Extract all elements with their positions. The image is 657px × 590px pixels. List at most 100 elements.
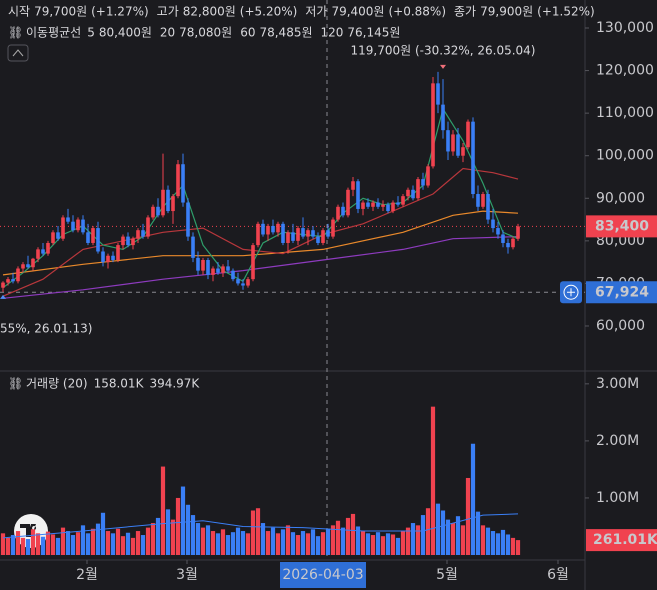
volume-bar (25, 539, 31, 555)
candle-body (191, 236, 195, 258)
volume-y-tick-label: 1.00M (596, 490, 639, 506)
volume-bar (190, 515, 196, 555)
volume-bar (115, 528, 121, 555)
volume-bar (260, 523, 266, 555)
last-price-tag (586, 215, 657, 238)
volume-bar (225, 535, 231, 555)
volume-y-tick-label: 2.00M (596, 433, 639, 449)
volume-bar (180, 486, 186, 555)
candle-body (26, 264, 30, 268)
volume-bar (45, 531, 51, 555)
y-tick-label: 110,000 (596, 105, 654, 121)
candle-body (221, 266, 225, 273)
volume-bar (340, 527, 346, 555)
volume-bar (265, 531, 271, 555)
volume-bar (80, 525, 86, 555)
candle-body (326, 230, 330, 237)
volume-bar (305, 533, 311, 555)
volume-bar (435, 503, 441, 555)
candle-body (16, 268, 20, 282)
candle-body (51, 232, 55, 243)
volume-bar (490, 531, 496, 555)
volume-bar (290, 532, 296, 555)
high-marker (440, 64, 446, 69)
volume-bar (185, 504, 191, 555)
candle-body (266, 225, 270, 235)
volume-bar (235, 527, 241, 555)
ma-icon: ⛓ (8, 26, 23, 40)
volume-bar (410, 523, 416, 555)
volume-bar (85, 533, 91, 555)
candle-body (246, 279, 250, 286)
volume-bar (110, 533, 116, 555)
candle-body (241, 283, 245, 286)
candle-body (271, 225, 275, 233)
candle-body (376, 202, 380, 207)
candle-body (356, 181, 360, 209)
volume-bar (195, 523, 201, 555)
y-tick-label: 100,000 (596, 148, 654, 164)
candle-body (81, 219, 85, 233)
volume-bar (345, 517, 351, 555)
y-tick-label: 120,000 (596, 63, 654, 79)
candle-body (311, 230, 315, 237)
candle-body (371, 202, 375, 207)
volume-bar (495, 533, 501, 555)
header-text: 78,080원 (179, 26, 232, 40)
volume-bar (385, 533, 391, 555)
volume-bar (100, 512, 106, 555)
y-tick-label: 130,000 (596, 20, 654, 36)
candle-body (291, 232, 295, 241)
header-text: 80,400원 (99, 26, 152, 40)
volume-bar (215, 533, 221, 555)
volume-bar (320, 532, 326, 555)
volume-bar (65, 531, 71, 555)
volume-bar (15, 531, 21, 555)
volume-bar (415, 525, 421, 555)
volume-bar (120, 536, 126, 555)
volume-bar (245, 533, 251, 555)
candle-body (411, 189, 415, 199)
y-tick-label: 60,000 (596, 318, 645, 334)
volume-bar (280, 529, 286, 555)
candle-body (91, 228, 95, 243)
volume-bar (20, 537, 26, 555)
volume-bar (475, 511, 481, 555)
candle-body (391, 202, 395, 212)
candle-body (206, 260, 210, 275)
candle-body (21, 264, 25, 269)
volume-bar (460, 525, 466, 555)
volume-bar (480, 525, 486, 555)
volume-bar (365, 533, 371, 555)
candle-body (46, 242, 50, 254)
candle-body (181, 164, 185, 203)
candle-body (451, 134, 455, 152)
volume-bar (160, 466, 166, 555)
collapse-button[interactable] (7, 44, 29, 62)
header-text: (+1.52%) (537, 5, 595, 19)
candle-body (151, 206, 155, 218)
volume-bar (135, 531, 141, 555)
candle-body (511, 238, 515, 248)
candle-body (131, 238, 135, 246)
header-text: 79,700원 (34, 5, 87, 19)
volume-bar (455, 516, 461, 555)
volume-bar (370, 535, 376, 555)
last-volume-tag (586, 529, 657, 552)
volume-bar (105, 531, 111, 555)
candle-body (261, 223, 265, 235)
candle-body (216, 268, 220, 273)
candle-body (486, 194, 490, 220)
candle-body (421, 179, 425, 186)
candle-body (401, 196, 405, 205)
volume-bar (515, 540, 521, 555)
header-text: 76,145원 (347, 26, 400, 40)
candle-body (426, 166, 430, 186)
candle-body (101, 251, 105, 263)
candle-body (386, 204, 390, 212)
volume-bar (35, 533, 41, 555)
low-annotation: 55%, 26.01.13) (0, 321, 92, 335)
header-text: 394.97K (149, 377, 200, 391)
candle-body (436, 83, 440, 105)
